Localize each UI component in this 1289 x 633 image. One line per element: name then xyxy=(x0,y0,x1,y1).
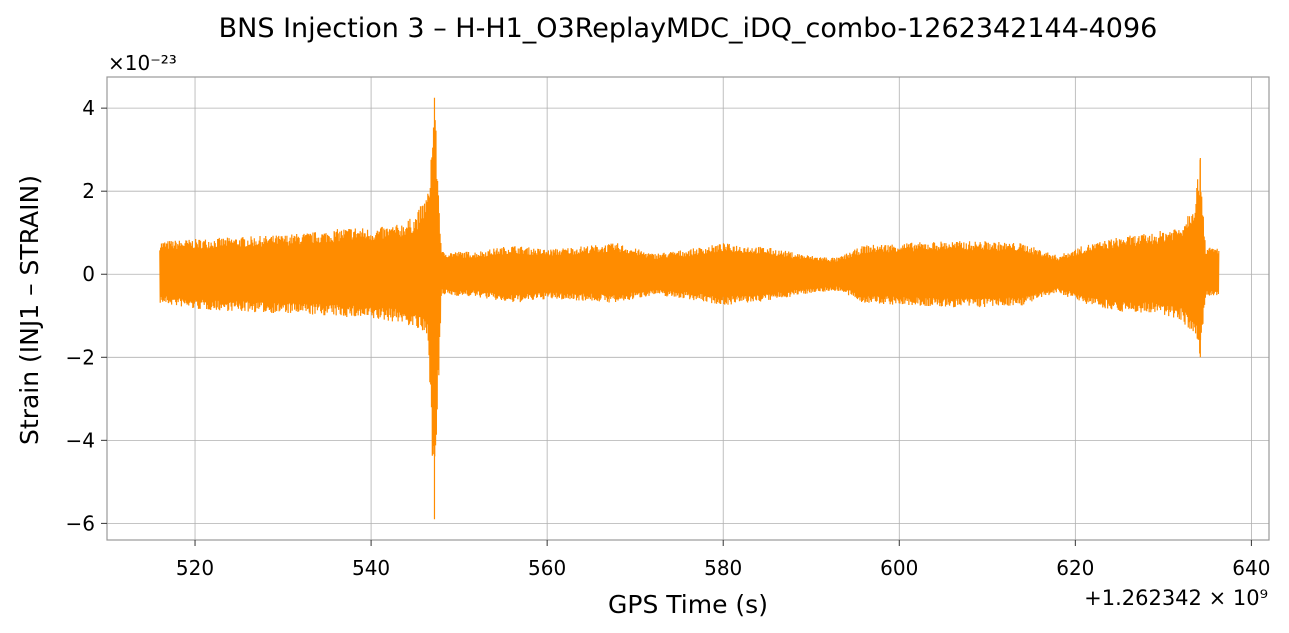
x-tick-label: 600 xyxy=(880,556,918,580)
plot-area xyxy=(159,97,1220,520)
y-tick-label: −2 xyxy=(66,345,95,369)
plot-frame xyxy=(106,76,1270,541)
strain-series-line xyxy=(159,97,1220,520)
x-tick-label: 540 xyxy=(352,556,390,580)
y-tick-label: 2 xyxy=(82,179,95,203)
y-tick-label: −4 xyxy=(66,428,95,452)
x-tick-label: 640 xyxy=(1232,556,1270,580)
x-axis-ticks: 520 540 560 580 600 620 640 xyxy=(176,540,1270,580)
y-tick-label: −6 xyxy=(66,511,95,535)
y-tick-label: 4 xyxy=(82,96,95,120)
y-axis-ticks: −6 −4 −2 0 2 4 xyxy=(66,96,107,535)
x-offset-label: +1.262342 × 10⁹ xyxy=(1084,586,1268,610)
x-tick-label: 520 xyxy=(176,556,214,580)
x-tick-label: 560 xyxy=(528,556,566,580)
y-tick-label: 0 xyxy=(82,262,95,286)
x-tick-label: 620 xyxy=(1056,556,1094,580)
chart-title: BNS Injection 3 – H-H1_O3ReplayMDC_iDQ_c… xyxy=(219,13,1158,44)
x-axis-label: GPS Time (s) xyxy=(608,590,768,619)
x-tick-label: 580 xyxy=(704,556,742,580)
y-scale-label: ×10⁻²³ xyxy=(108,51,177,75)
y-axis-label: Strain (INJ1 – STRAIN) xyxy=(15,175,44,445)
